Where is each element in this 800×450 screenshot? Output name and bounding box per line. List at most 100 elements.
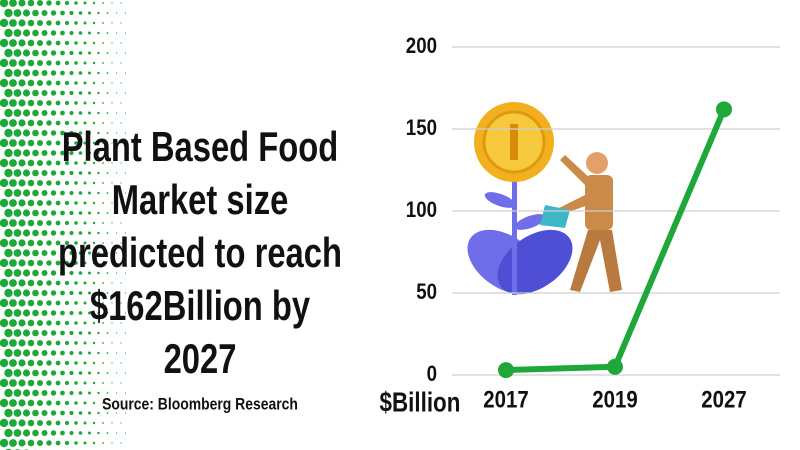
dot xyxy=(64,340,70,346)
dot xyxy=(83,181,87,185)
dot xyxy=(64,300,70,306)
dot xyxy=(111,182,113,184)
dot xyxy=(88,351,91,355)
dot xyxy=(22,69,31,77)
dot xyxy=(74,281,78,285)
dot xyxy=(111,82,113,84)
dot xyxy=(32,349,39,357)
dot xyxy=(74,101,78,105)
dot xyxy=(97,351,100,355)
dot xyxy=(41,190,48,196)
dot xyxy=(0,38,9,48)
dot xyxy=(83,221,87,225)
dot xyxy=(102,382,104,384)
dot xyxy=(22,49,31,57)
dot xyxy=(55,160,61,166)
dot xyxy=(37,80,43,86)
dot xyxy=(74,161,78,165)
dot xyxy=(74,21,78,25)
dot xyxy=(41,10,48,16)
dot xyxy=(41,290,48,296)
dot xyxy=(83,421,87,425)
dot xyxy=(37,320,43,326)
dot xyxy=(41,30,48,36)
dot xyxy=(4,268,13,278)
dot xyxy=(106,232,109,234)
dot xyxy=(97,51,100,55)
dot xyxy=(74,221,78,225)
dot xyxy=(69,10,74,16)
dot xyxy=(0,418,9,428)
dot xyxy=(83,321,87,325)
illustration xyxy=(467,102,622,295)
dot xyxy=(88,431,91,435)
dot xyxy=(88,391,91,395)
dot xyxy=(64,400,70,406)
dot xyxy=(102,2,104,4)
dot xyxy=(88,251,91,255)
dot xyxy=(115,392,118,394)
dot xyxy=(102,202,104,204)
dot xyxy=(50,110,57,116)
dot xyxy=(115,92,118,94)
dot xyxy=(37,380,43,386)
dot xyxy=(115,192,118,194)
dot xyxy=(102,342,104,344)
dot xyxy=(50,390,57,396)
dot xyxy=(97,411,100,415)
dot xyxy=(13,29,22,37)
dot xyxy=(69,110,74,116)
dot xyxy=(18,199,26,207)
dot xyxy=(55,140,61,146)
dot xyxy=(88,71,91,75)
dot xyxy=(115,12,118,14)
dot xyxy=(13,429,22,437)
dot xyxy=(32,209,39,217)
dot xyxy=(32,9,39,17)
dot xyxy=(106,112,109,114)
dot xyxy=(13,369,22,377)
dot xyxy=(22,329,31,337)
dot xyxy=(27,99,35,107)
dot xyxy=(78,411,83,415)
dot xyxy=(64,320,70,326)
dot xyxy=(64,140,70,146)
dot xyxy=(102,402,104,404)
dot xyxy=(69,170,74,176)
dot xyxy=(18,399,26,407)
dot xyxy=(46,100,52,106)
dot xyxy=(22,249,31,257)
dot xyxy=(41,110,48,116)
dot xyxy=(97,171,100,175)
dot xyxy=(124,392,127,394)
dot xyxy=(41,70,48,76)
dot xyxy=(0,318,9,328)
dot xyxy=(4,288,13,298)
dot xyxy=(92,441,96,445)
y-tick-label: 100 xyxy=(406,198,437,222)
y-tick-label: 150 xyxy=(406,116,437,140)
dot xyxy=(50,70,57,76)
dot xyxy=(0,0,9,8)
dot xyxy=(9,339,17,347)
dot xyxy=(102,62,104,64)
dot xyxy=(120,382,122,384)
dot xyxy=(97,151,100,155)
dot xyxy=(4,428,13,438)
dot xyxy=(92,41,96,45)
dot xyxy=(50,310,57,316)
dot xyxy=(92,221,96,225)
dot xyxy=(111,2,113,4)
dot xyxy=(97,111,100,115)
dot xyxy=(97,391,100,395)
dot xyxy=(37,240,43,246)
dot xyxy=(9,399,17,407)
x-tick-label: 2017 xyxy=(483,386,528,413)
dot xyxy=(0,18,9,28)
dot xyxy=(37,140,43,146)
dot xyxy=(102,242,104,244)
dot xyxy=(13,109,22,117)
source: Source: Bloomberg Research xyxy=(102,395,298,414)
dot xyxy=(22,409,31,417)
dot xyxy=(46,380,52,386)
